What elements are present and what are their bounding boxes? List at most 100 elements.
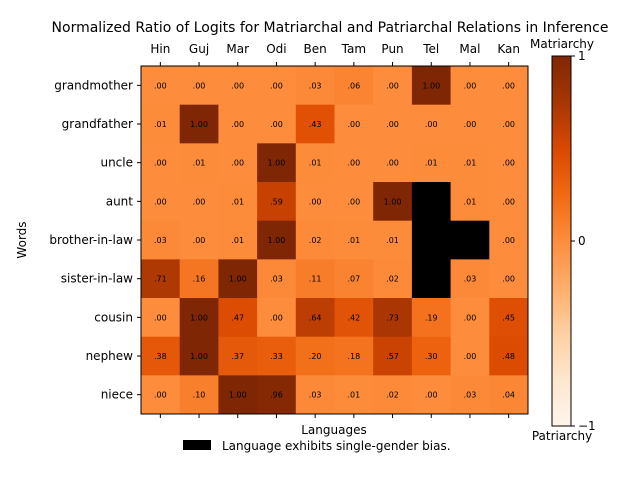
heatmap-cell (179, 298, 219, 338)
heatmap-cell (179, 336, 219, 376)
heatmap-cell (179, 182, 219, 222)
cell-value-label: .01 (193, 159, 206, 168)
cell-value-label: 1.00 (422, 81, 440, 90)
cell-value-label: .00 (425, 391, 438, 400)
heatmap-cell (450, 298, 490, 338)
cell-value-label: .01 (386, 236, 399, 245)
heatmap-cell (179, 375, 219, 415)
heatmap-cell (450, 143, 490, 183)
heatmap-cell (257, 220, 297, 260)
cell-value-label: .47 (231, 313, 244, 322)
cell-value-label: .07 (347, 275, 360, 284)
heatmap-cell (218, 220, 258, 260)
cell-value-label: 1.00 (268, 236, 286, 245)
cell-value-label: .16 (193, 275, 206, 284)
heatmap-cell (257, 298, 297, 338)
heatmap-cell (489, 298, 529, 338)
cell-value-label: .00 (231, 120, 244, 129)
heatmap-cell (257, 66, 297, 106)
x-tick-label: Tel (422, 42, 439, 56)
heatmap-cell (450, 66, 490, 106)
x-axis-top: Hin Guj Mar Odi Ben Tam Pun Tel Mal Kan (150, 42, 520, 66)
cell-value-label: .03 (464, 391, 477, 400)
heatmap-cell (218, 259, 258, 299)
heatmap-cell (141, 182, 181, 222)
cell-value-label: .06 (347, 81, 360, 90)
cell-value-label: .48 (502, 352, 515, 361)
colorbar-ticks: 1 0 −1 (571, 49, 596, 433)
cell-value-label: 1.00 (190, 313, 208, 322)
cell-value-label: .03 (309, 391, 322, 400)
colorbar-tick-label: 0 (578, 234, 586, 248)
legend-entry-label: Language exhibits single-gender bias. (222, 439, 451, 453)
heatmap-cell (295, 375, 335, 415)
heatmap-cell (179, 104, 219, 144)
heatmap-cell (334, 182, 374, 222)
cell-value-label: .11 (309, 275, 322, 284)
y-axis: grandmother grandfather uncle aunt brother-i… (49, 78, 141, 402)
colorbar-bottom-label: Patriarchy (532, 429, 592, 443)
y-tick-label: grandfather (62, 117, 133, 131)
y-tick-label: niece (101, 388, 133, 402)
heatmap-cell (179, 143, 219, 183)
cell-value-label: 1.00 (384, 197, 402, 206)
heatmap-cell (373, 298, 413, 338)
cell-value-label: .96 (270, 391, 283, 400)
x-tick-label: Mal (459, 42, 480, 56)
heatmap-cell (411, 220, 451, 260)
heatmap-cell (179, 66, 219, 106)
x-axis-bottom (159, 414, 510, 419)
heatmap-cell (218, 336, 258, 376)
cell-value-label: .37 (231, 352, 244, 361)
heatmap-cell (257, 259, 297, 299)
cell-value-label: .00 (386, 81, 399, 90)
cell-value-label: .00 (154, 391, 167, 400)
cell-value-label: .02 (309, 236, 322, 245)
x-tick-label: Hin (150, 42, 170, 56)
heatmap-cell (141, 375, 181, 415)
cell-value-label: .71 (154, 275, 167, 284)
heatmap-cell (141, 220, 181, 260)
cell-value-label: .59 (270, 197, 283, 206)
heatmap-cell (334, 375, 374, 415)
heatmap-cell (295, 298, 335, 338)
heatmap-cell (489, 220, 529, 260)
heatmap-cell (295, 336, 335, 376)
heatmap-cell (334, 220, 374, 260)
heatmap-cell (411, 336, 451, 376)
x-tick-label: Kan (497, 42, 520, 56)
heatmap-cell (489, 143, 529, 183)
cell-value-label: .00 (270, 81, 283, 90)
cell-value-label: .01 (347, 391, 360, 400)
heatmap-cell (450, 104, 490, 144)
heatmap-cell (295, 66, 335, 106)
cell-value-label: .00 (309, 197, 322, 206)
cell-value-label: .00 (502, 197, 515, 206)
cell-value-label: 1.00 (190, 120, 208, 129)
cell-value-label: .38 (154, 352, 167, 361)
colorbar-top-label: Matriarchy (530, 37, 594, 51)
cell-value-label: .00 (270, 313, 283, 322)
heatmap-cell (179, 259, 219, 299)
heatmap-cell (411, 298, 451, 338)
cell-value-label: .01 (154, 120, 167, 129)
heatmap-cell (373, 182, 413, 222)
cell-value-label: .00 (154, 197, 167, 206)
cell-value-label: .00 (231, 159, 244, 168)
heatmap-cell (450, 336, 490, 376)
cell-value-label: .01 (464, 159, 477, 168)
heatmap-cell (141, 336, 181, 376)
heatmap-cell (218, 182, 258, 222)
heatmap-cell (450, 259, 490, 299)
y-tick-label: aunt (106, 194, 134, 208)
heatmap-cell (489, 259, 529, 299)
heatmap-cell (218, 298, 258, 338)
heatmap-cell (373, 220, 413, 260)
cell-value-label: .00 (193, 197, 206, 206)
heatmap-cell (295, 143, 335, 183)
heatmap-cell (489, 104, 529, 144)
colorbar-tick-label: 1 (578, 49, 586, 63)
cell-value-label: .04 (502, 391, 515, 400)
heatmap-cell (373, 66, 413, 106)
